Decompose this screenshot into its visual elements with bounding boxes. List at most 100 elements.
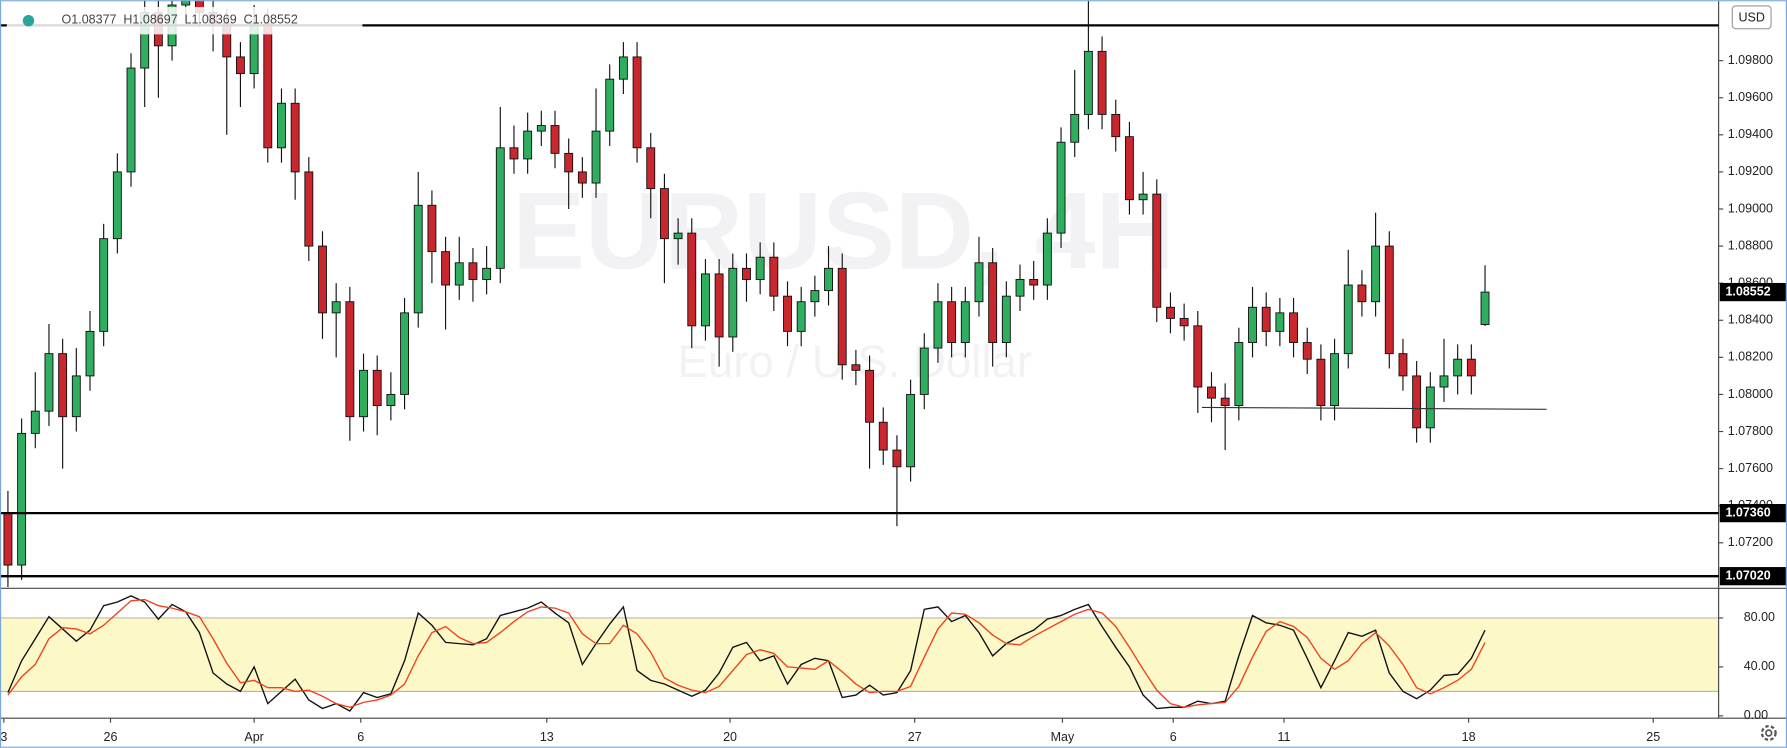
candle-body [783, 295, 792, 332]
price-pane [3, 0, 1547, 588]
y-tick-label: 0.00 [1744, 708, 1768, 722]
candle-body [1330, 353, 1340, 407]
candle-body [1097, 50, 1107, 115]
candle-body [263, 23, 273, 149]
settings-button[interactable] [1760, 725, 1777, 741]
x-tick-label: 25 [1646, 730, 1660, 744]
candle-body [331, 301, 341, 314]
ohlc-legend: O1.08377 H1.08697 L1.08369 C1.08552 [62, 13, 298, 27]
candle-body [947, 301, 957, 343]
oscillator-background [0, 617, 1719, 692]
candle-body [960, 301, 970, 343]
candle-body [372, 369, 382, 407]
candle-body [44, 353, 54, 412]
currency-label[interactable]: USD [1738, 11, 1764, 25]
candle-body [1480, 291, 1490, 325]
ohlc-value: 1.08369 [191, 13, 236, 27]
candle-body [714, 273, 724, 338]
legend-header: O1.08377 H1.08697 L1.08369 C1.08552 [6, 7, 363, 35]
settings-gear-center[interactable] [1765, 729, 1773, 737]
candle-body [988, 262, 998, 343]
candle-body [304, 171, 314, 247]
candle-body [1453, 358, 1463, 377]
x-tick-label: Apr [244, 730, 263, 744]
y-tick-label: 1.07600 [1728, 461, 1773, 475]
candle-body [906, 393, 916, 468]
settings-gear[interactable] [1760, 725, 1777, 741]
y-tick-label: 1.07200 [1728, 535, 1773, 549]
candle-body [974, 262, 984, 303]
candle-body [1166, 306, 1175, 319]
x-tick-label: 20 [723, 730, 737, 744]
candle-body [1302, 342, 1312, 360]
candle-body [1439, 375, 1449, 388]
candle-body [1207, 386, 1216, 399]
candle-body [1083, 50, 1093, 115]
candle-body [495, 147, 505, 269]
candle-body [1070, 113, 1080, 143]
candle-body [1316, 358, 1326, 407]
candle-body [919, 347, 929, 395]
candle-body [646, 147, 656, 190]
y-tick-label: 40.00 [1744, 659, 1775, 673]
candle-body [1220, 397, 1230, 407]
candle-body [318, 245, 327, 314]
ohlc-value: 1.08552 [253, 13, 298, 27]
candle-body [1015, 279, 1025, 297]
watermark-subtitle: Euro / U.S. Dollar [677, 336, 1032, 387]
x-tick-label: 18 [1462, 730, 1476, 744]
visibility-dot[interactable] [22, 15, 35, 27]
y-tick-label: 1.09000 [1728, 201, 1773, 215]
ohlc-key: H [123, 13, 132, 27]
candle-body [454, 262, 464, 286]
y-tick-label: 1.09800 [1728, 53, 1773, 67]
y-tick-label: 1.09400 [1728, 127, 1773, 141]
legend-background [6, 7, 363, 35]
candle-body [1343, 284, 1353, 355]
candle-body [1193, 325, 1203, 388]
candle-body [837, 267, 847, 366]
last-price-box [1719, 282, 1786, 302]
x-tick-label: May [1051, 730, 1075, 744]
candle-body [359, 369, 368, 418]
candle-body [892, 449, 902, 468]
candle-body [796, 301, 806, 332]
candle-body [701, 273, 710, 327]
candle-body [1152, 193, 1162, 308]
currency-button[interactable]: USD [1731, 5, 1772, 30]
candle-body [755, 256, 765, 280]
candle-body [1289, 312, 1298, 343]
x-tick-label: 3 [0, 730, 7, 744]
candle-body [618, 56, 628, 80]
candle-body [509, 147, 519, 160]
currency-button-frame[interactable] [1731, 5, 1772, 30]
candle-body [482, 267, 492, 280]
candle-body [728, 267, 738, 338]
x-tick-label: 6 [1170, 730, 1177, 744]
candle-body [878, 421, 888, 451]
candle-body [1398, 353, 1408, 377]
candle-body [413, 204, 423, 314]
candle-body [1384, 245, 1394, 355]
level-label-box [1719, 504, 1786, 523]
candle-body [30, 410, 40, 434]
candle-body [112, 171, 122, 240]
candle-body [85, 330, 95, 377]
candle-body [605, 78, 615, 132]
oscillator-line [7, 598, 1486, 709]
level-label-box [1719, 567, 1786, 586]
candle-body [591, 130, 601, 184]
ohlc-key: L [185, 13, 192, 27]
candle-body [577, 171, 587, 184]
axes: 1.072001.074001.076001.078001.080001.082… [0, 24, 1786, 744]
y-tick-label: 1.09200 [1728, 164, 1773, 178]
candle-body [1412, 375, 1422, 429]
ohlc-key: O [62, 13, 72, 27]
x-tick-label: 26 [104, 730, 118, 744]
candle-body [427, 204, 437, 253]
candle-body [550, 125, 560, 154]
candle-body [536, 125, 546, 132]
last-price-label: 1.08552 [1725, 284, 1770, 298]
candle-body [1124, 136, 1134, 201]
